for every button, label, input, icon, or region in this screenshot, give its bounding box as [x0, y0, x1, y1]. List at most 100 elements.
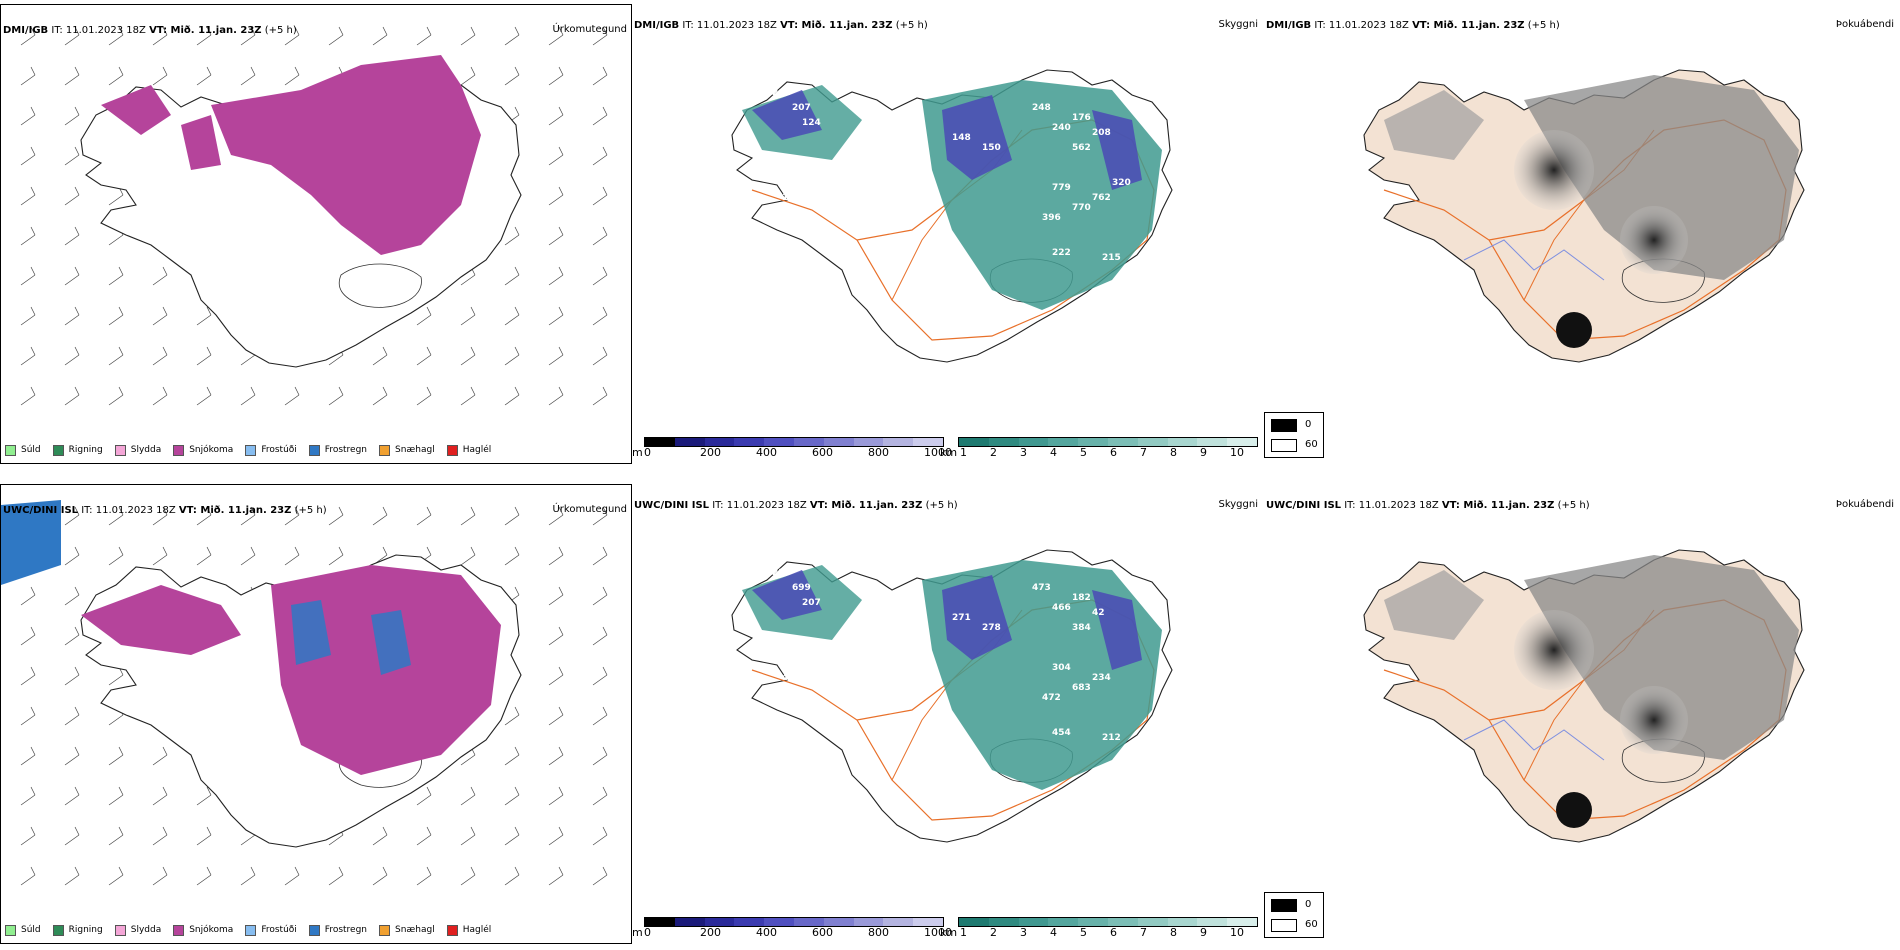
legend-label: Snjókoma: [189, 925, 234, 935]
cloud-base-ticks: m 0 200 400 600 800 1000: [632, 446, 952, 460]
colorbar-segment: [645, 918, 675, 926]
legend-item: Slydda: [114, 924, 162, 936]
ceiling-label: 176: [1072, 113, 1091, 123]
low-cloud-area: [752, 570, 822, 620]
legend-item: Snjókoma: [173, 444, 234, 456]
legend-swatch: [114, 924, 126, 936]
ceiling-label: 779: [1052, 183, 1071, 193]
visibility-panel: 286 699 207 236 467 438 271 278 473 182 384 304 234 6…: [632, 480, 1264, 950]
legend-label: Snæhagl: [395, 925, 435, 935]
issue-time: IT: 11.01.2023 18Z: [78, 505, 179, 516]
tick-label: 200: [700, 446, 721, 459]
legend-label: Slydda: [130, 925, 162, 935]
legend-item: Snjókoma: [173, 924, 234, 936]
legend-label: Slydda: [130, 445, 162, 455]
tick-label: 2: [990, 926, 997, 939]
fog-legend-swatch: [1271, 899, 1297, 912]
legend-swatch: [173, 444, 185, 456]
colorbar-segment: [1078, 918, 1108, 926]
cloud-base-ticks: m 0 200 400 600 800 1000: [632, 926, 952, 940]
ceiling-label: 215: [1102, 253, 1121, 263]
ceiling-label: 102: [782, 193, 801, 203]
ceiling-label: 262: [772, 88, 791, 98]
valid-time: VT: Mið. 11.jan. 23Z: [1412, 20, 1525, 31]
ceiling-label: 240: [1052, 123, 1071, 133]
tick-label: 6: [1110, 446, 1117, 459]
ceiling-label: 234: [1092, 673, 1111, 683]
model-name: DMI/IGB: [634, 20, 680, 31]
ceiling-label: 466: [1052, 603, 1071, 613]
colorbar-segment: [853, 918, 884, 926]
colorbar-segment: [764, 918, 794, 926]
tick-label: 9: [1200, 926, 1207, 939]
lead-time: (+5 h): [291, 505, 327, 516]
legend-swatch: [379, 444, 391, 456]
snow-area: [101, 85, 171, 135]
legend-label: Súld: [21, 925, 41, 935]
fog-legend-swatch: [1271, 419, 1297, 432]
legend-item: Rigning: [52, 444, 103, 456]
panel-header: DMI/IGB IT: 11.01.2023 18Z VT: Mið. 11.j…: [634, 20, 928, 31]
unit-label: km: [940, 926, 958, 939]
panel-title-visibility: Skyggni: [1218, 19, 1258, 30]
fog-indicator-panel: 0 60 UWC/DINI ISL IT: 11.01.2023 18Z VT: M…: [1264, 480, 1900, 950]
tick-label: 1: [960, 926, 967, 939]
unit-label: km: [940, 446, 958, 459]
tick-label: 1000: [924, 446, 952, 459]
legend-label: Haglél: [462, 925, 492, 935]
ceiling-label: 278: [982, 623, 1001, 633]
panel-title-fog: Þokuábendi: [1835, 19, 1894, 30]
legend-label: Frostúði: [261, 445, 297, 455]
low-cloud-area: [1092, 110, 1142, 190]
ceiling-label: 562: [1072, 143, 1091, 153]
legend-label: Snæhagl: [395, 445, 435, 455]
colorbar-segment: [823, 438, 854, 446]
ceiling-label: 207: [792, 103, 811, 113]
tick-label: 8: [1170, 926, 1177, 939]
ceiling-label: 438: [782, 673, 801, 683]
colorbar-segment: [1107, 918, 1138, 926]
dense-fog-area: [1556, 792, 1592, 828]
tick-label: 800: [868, 926, 889, 939]
iceland-map: [1363, 69, 1805, 363]
legend-item: Súld: [5, 444, 41, 456]
colorbar-segment: [988, 438, 1019, 446]
ceiling-label: 473: [1032, 583, 1051, 593]
colorbar-segment: [1048, 438, 1079, 446]
fog-area: [1524, 555, 1799, 760]
colorbar-segment: [913, 438, 943, 446]
legend-swatch: [245, 924, 257, 936]
colorbar-segment: [793, 918, 824, 926]
issue-time: IT: 11.01.2023 18Z: [1311, 20, 1413, 31]
precip-type-panel: Súld Rigning Slydda Snjókoma Frostúði Frostre…: [0, 484, 632, 944]
tick-label: 9: [1200, 446, 1207, 459]
legend-swatch: [245, 444, 257, 456]
legend-swatch: [114, 444, 126, 456]
river: [1463, 719, 1605, 761]
ceiling-label: 286: [772, 568, 791, 578]
visibility-ticks: km 1 2 3 4 5 6 7 8 9 10: [940, 446, 1260, 460]
unit-label: m: [632, 926, 643, 939]
legend-swatch: [446, 924, 458, 936]
panel-header: UWC/DINI ISL IT: 11.01.2023 18Z VT: Mið.…: [3, 505, 327, 516]
unit-label: m: [632, 446, 643, 459]
ceiling-label: 396: [1042, 213, 1061, 223]
ceiling-label: 472: [1042, 693, 1061, 703]
tick-label: 200: [700, 926, 721, 939]
tick-label: 4: [1050, 446, 1057, 459]
low-cloud-area: [942, 575, 1012, 660]
precip-type-panel: Súld Rigning Slydda Snjókoma Frostúði Frostre…: [0, 4, 632, 464]
fog-area: [1524, 75, 1799, 280]
colorbar-segment: [674, 438, 705, 446]
issue-time: IT: 11.01.2023 18Z: [48, 25, 150, 36]
legend-swatch: [446, 444, 458, 456]
tick-label: 8: [1170, 446, 1177, 459]
tick-label: 4: [1050, 926, 1057, 939]
fog-legend-label: 0: [1305, 419, 1312, 430]
legend-label: Snjókoma: [189, 445, 234, 455]
issue-time: IT: 11.01.2023 18Z: [709, 500, 810, 511]
colorbar-segment: [1167, 438, 1198, 446]
lead-time: (+5 h): [892, 20, 928, 31]
colorbar-segment: [674, 918, 705, 926]
legend-item: Rigning: [52, 924, 103, 936]
